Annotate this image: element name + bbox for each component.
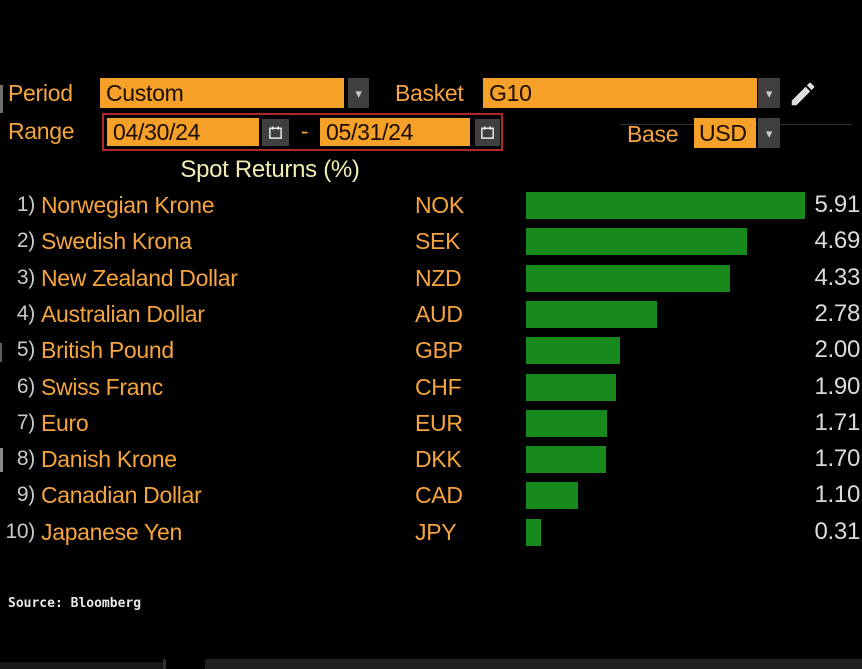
range-end-calendar-button[interactable] bbox=[475, 119, 500, 146]
scrollbar-fragment bbox=[0, 343, 2, 362]
row-bar bbox=[526, 337, 620, 364]
row-code: NOK bbox=[415, 192, 464, 218]
row-rank: 6) bbox=[16, 375, 35, 398]
row-rank: 9) bbox=[16, 483, 35, 506]
row-value: 1.90 bbox=[814, 373, 860, 400]
chart-title: Spot Returns (%) bbox=[180, 156, 360, 183]
row-value: 2.78 bbox=[814, 300, 860, 327]
row-code: AUD bbox=[415, 301, 463, 327]
row-name: Canadian Dollar bbox=[41, 482, 202, 508]
row-value: 5.91 bbox=[814, 191, 860, 218]
row-value: 0.31 bbox=[814, 518, 860, 545]
currency-row[interactable]: 6) Swiss Franc CHF 1.90 bbox=[0, 369, 862, 405]
base-dropdown[interactable]: USD bbox=[694, 118, 756, 148]
basket-label: Basket bbox=[395, 80, 464, 106]
scrollbar-fragment bbox=[0, 448, 3, 472]
row-rank: 2) bbox=[16, 229, 35, 252]
row-rank: 8) bbox=[16, 447, 35, 470]
edit-basket-button[interactable] bbox=[787, 78, 819, 110]
row-bar bbox=[526, 482, 578, 509]
row-name: Swiss Franc bbox=[41, 374, 163, 400]
row-bar bbox=[526, 301, 657, 328]
scrollbar-fragment bbox=[0, 85, 3, 113]
currency-row[interactable]: 7) Euro EUR 1.71 bbox=[0, 405, 862, 441]
base-dropdown-button[interactable]: ▾ bbox=[758, 118, 780, 148]
row-value: 4.33 bbox=[814, 264, 860, 291]
bottom-bar-divider bbox=[163, 659, 166, 669]
row-rank: 5) bbox=[16, 338, 35, 361]
currency-row[interactable]: 4) Australian Dollar AUD 2.78 bbox=[0, 296, 862, 332]
period-dropdown[interactable]: Custom bbox=[100, 78, 344, 108]
row-bar bbox=[526, 192, 805, 219]
calendar-icon bbox=[480, 125, 495, 140]
range-end-input[interactable]: 05/31/24 bbox=[320, 118, 470, 146]
row-rank: 1) bbox=[16, 193, 35, 216]
date-range-group: 04/30/24 - 05/31/24 bbox=[102, 113, 503, 151]
row-code: SEK bbox=[415, 228, 461, 254]
row-value: 2.00 bbox=[814, 336, 860, 363]
row-code: CAD bbox=[415, 482, 463, 508]
currency-row[interactable]: 1) Norwegian Krone NOK 5.91 bbox=[0, 187, 862, 223]
row-bar bbox=[526, 374, 616, 401]
currency-row[interactable]: 3) New Zealand Dollar NZD 4.33 bbox=[0, 260, 862, 296]
currency-row[interactable]: 2) Swedish Krona SEK 4.69 bbox=[0, 223, 862, 259]
chevron-down-icon: ▾ bbox=[765, 85, 773, 101]
row-code: CHF bbox=[415, 374, 462, 400]
base-label: Base bbox=[627, 121, 679, 147]
row-value: 1.70 bbox=[814, 445, 860, 472]
chevron-down-icon: ▾ bbox=[355, 85, 362, 101]
currency-row[interactable]: 5) British Pound GBP 2.00 bbox=[0, 332, 862, 368]
currency-row[interactable]: 10) Japanese Yen JPY 0.31 bbox=[0, 514, 862, 550]
pencil-icon bbox=[788, 79, 818, 109]
row-name: Japanese Yen bbox=[41, 519, 182, 545]
period-label: Period bbox=[8, 80, 73, 106]
calendar-icon bbox=[268, 125, 283, 140]
row-bar bbox=[526, 519, 541, 546]
row-rank: 4) bbox=[16, 302, 35, 325]
chart-rows: 1) Norwegian Krone NOK 5.91 2) Swedish K… bbox=[0, 187, 862, 550]
range-separator: - bbox=[300, 118, 309, 144]
bottom-bar-right bbox=[205, 659, 862, 669]
row-bar bbox=[526, 410, 607, 437]
range-start-input[interactable]: 04/30/24 bbox=[107, 118, 259, 146]
row-bar bbox=[526, 265, 730, 292]
row-rank: 10) bbox=[5, 520, 36, 543]
row-code: NZD bbox=[415, 265, 462, 291]
row-name: Euro bbox=[41, 410, 89, 436]
row-value: 1.10 bbox=[814, 481, 860, 508]
row-code: EUR bbox=[415, 410, 463, 436]
row-rank: 7) bbox=[16, 411, 35, 434]
row-bar bbox=[526, 446, 606, 473]
basket-dropdown-button[interactable]: ▾ bbox=[758, 78, 780, 108]
row-name: Australian Dollar bbox=[41, 301, 205, 327]
row-rank: 3) bbox=[16, 266, 35, 289]
row-code: JPY bbox=[415, 519, 457, 545]
currency-row[interactable]: 9) Canadian Dollar CAD 1.10 bbox=[0, 477, 862, 513]
range-start-calendar-button[interactable] bbox=[262, 119, 289, 146]
bottom-bar-left bbox=[0, 662, 163, 669]
row-name: Norwegian Krone bbox=[41, 192, 215, 218]
row-value: 4.69 bbox=[814, 227, 860, 254]
row-name: Swedish Krona bbox=[41, 228, 192, 254]
row-code: GBP bbox=[415, 337, 463, 363]
source-label: Source: Bloomberg bbox=[8, 596, 142, 611]
chevron-down-icon: ▾ bbox=[765, 125, 773, 141]
period-dropdown-button[interactable]: ▾ bbox=[348, 78, 369, 108]
currency-row[interactable]: 8) Danish Krone DKK 1.70 bbox=[0, 441, 862, 477]
row-value: 1.71 bbox=[814, 409, 860, 436]
row-name: British Pound bbox=[41, 337, 174, 363]
range-label: Range bbox=[8, 118, 75, 144]
basket-dropdown[interactable]: G10 bbox=[483, 78, 757, 108]
row-name: Danish Krone bbox=[41, 446, 177, 472]
row-name: New Zealand Dollar bbox=[41, 265, 238, 291]
row-code: DKK bbox=[415, 446, 462, 472]
row-bar bbox=[526, 228, 747, 255]
